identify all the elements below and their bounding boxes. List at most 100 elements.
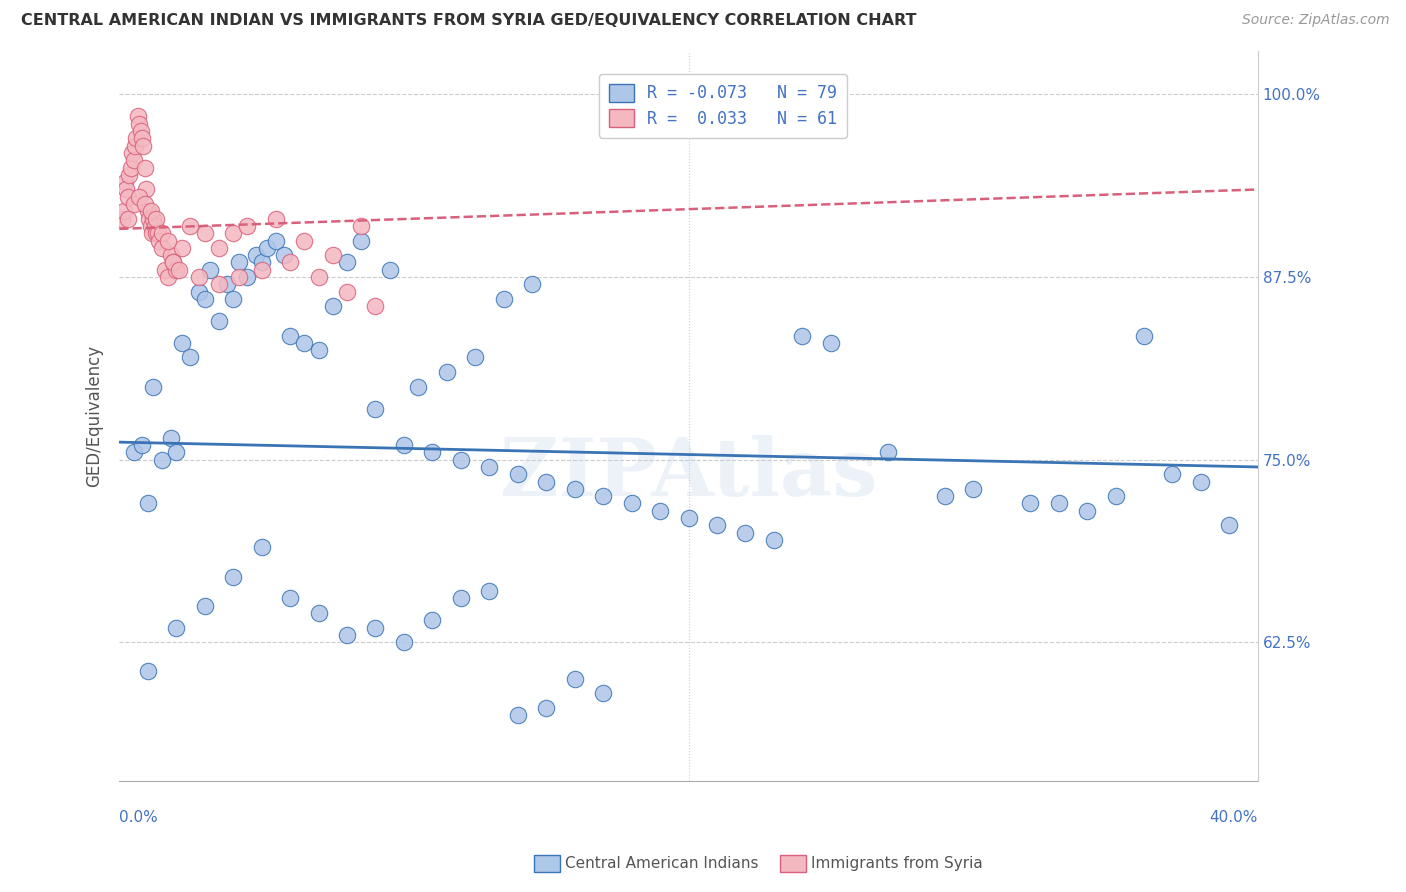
Text: 0.0%: 0.0% (120, 810, 157, 825)
Point (159, 248, 181, 262)
Point (250, 541, 273, 555)
Point (278, 328, 301, 343)
Point (117, 211, 139, 226)
Point (322, 299, 344, 313)
Point (350, 234, 373, 248)
Point (217, 277, 239, 292)
Point (308, 343, 330, 358)
Point (222, 227, 245, 241)
Point (592, 489, 614, 503)
Point (132, 138, 155, 153)
Point (118, 168, 141, 182)
Point (506, 708, 529, 723)
Point (115, 182, 138, 196)
Point (450, 452, 472, 467)
Point (156, 234, 179, 248)
Point (124, 138, 146, 153)
Point (962, 482, 984, 496)
Point (170, 335, 193, 350)
Point (392, 438, 415, 452)
Point (1189, 475, 1212, 489)
Point (228, 270, 250, 285)
Point (478, 584, 501, 599)
Point (592, 686, 614, 700)
Text: 40.0%: 40.0% (1209, 810, 1258, 825)
Y-axis label: GED/Equivalency: GED/Equivalency (86, 345, 103, 487)
Point (122, 197, 145, 211)
Point (336, 255, 359, 269)
Text: Central American Indians: Central American Indians (565, 856, 759, 871)
Point (134, 161, 156, 175)
Point (1019, 496, 1042, 510)
Point (159, 431, 181, 445)
Point (256, 241, 278, 255)
Point (131, 131, 153, 145)
Point (188, 270, 211, 285)
Point (145, 211, 167, 226)
Point (1161, 467, 1184, 482)
Point (464, 351, 486, 365)
Point (934, 489, 956, 503)
Point (292, 234, 315, 248)
Point (520, 277, 543, 292)
Point (820, 335, 842, 350)
Point (1047, 496, 1070, 510)
Point (208, 277, 231, 292)
Point (142, 211, 165, 226)
Point (1133, 328, 1156, 343)
Point (128, 117, 150, 131)
Point (136, 204, 159, 219)
Point (436, 365, 458, 379)
Point (364, 299, 387, 313)
Point (222, 292, 245, 306)
Point (165, 621, 187, 635)
Text: ZIPAtlas: ZIPAtlas (499, 435, 877, 513)
Point (264, 234, 287, 248)
Point (1076, 504, 1098, 518)
Point (450, 591, 472, 606)
Point (564, 672, 586, 686)
Point (876, 445, 898, 459)
Point (364, 621, 387, 635)
Point (162, 255, 184, 269)
Point (145, 227, 167, 241)
Point (378, 262, 401, 277)
Point (1104, 489, 1126, 503)
Point (165, 262, 187, 277)
Legend: R = -0.073   N = 79, R =  0.033   N = 61: R = -0.073 N = 79, R = 0.033 N = 61 (599, 74, 846, 137)
Point (150, 452, 173, 467)
Point (188, 285, 211, 299)
Point (308, 270, 330, 285)
Point (136, 496, 159, 510)
Point (250, 255, 273, 269)
Point (122, 445, 145, 459)
Text: Immigrants from Syria: Immigrants from Syria (811, 856, 983, 871)
Point (143, 219, 166, 233)
Text: Source: ZipAtlas.com: Source: ZipAtlas.com (1241, 13, 1389, 28)
Point (392, 635, 415, 649)
Point (179, 351, 201, 365)
Point (117, 190, 139, 204)
Point (308, 606, 330, 620)
Point (162, 255, 184, 269)
Point (478, 460, 501, 475)
Point (406, 379, 429, 393)
Point (273, 248, 295, 262)
Point (564, 482, 586, 496)
Point (250, 262, 273, 277)
Point (156, 270, 179, 285)
Point (236, 270, 259, 285)
Point (292, 335, 315, 350)
Point (153, 262, 176, 277)
Point (678, 511, 700, 525)
Point (167, 262, 190, 277)
Point (200, 262, 222, 277)
Point (422, 445, 444, 459)
Point (648, 504, 671, 518)
Point (336, 285, 359, 299)
Point (129, 124, 152, 138)
Point (179, 219, 201, 233)
Point (127, 110, 149, 124)
Point (208, 241, 231, 255)
Point (734, 525, 756, 540)
